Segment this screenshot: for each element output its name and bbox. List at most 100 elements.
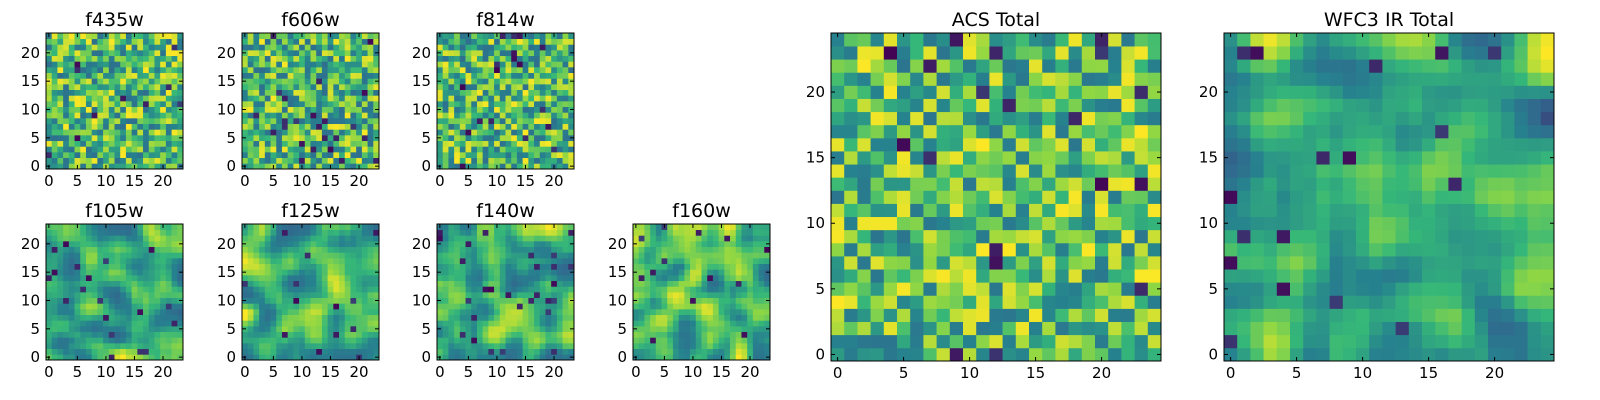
heatmap-cell: [120, 112, 127, 119]
heatmap-cell: [1527, 347, 1542, 362]
heatmap-cell: [46, 263, 53, 270]
heatmap-cell: [551, 95, 558, 102]
heatmap-cell: [448, 263, 455, 270]
heatmap-cell: [528, 95, 535, 102]
heatmap-cell: [655, 337, 662, 344]
heatmap-cell: [281, 286, 289, 293]
heatmap-cell: [556, 337, 563, 344]
heatmap-cell: [148, 246, 155, 253]
heatmap-cell: [171, 343, 178, 350]
heatmap-cell: [556, 246, 563, 253]
heatmap-cell: [488, 67, 495, 74]
heatmap-cell: [143, 67, 150, 74]
heatmap-cell: [171, 354, 178, 361]
heatmap-cell: [125, 331, 132, 338]
heatmap-cell: [270, 55, 277, 62]
heatmap-cell: [63, 297, 70, 304]
heatmap-cell: [281, 101, 289, 108]
heatmap-cell: [125, 44, 132, 51]
heatmap-cell: [91, 38, 98, 45]
heatmap-cell: [707, 309, 714, 316]
heatmap-cell: [103, 269, 110, 276]
heatmap-cell: [545, 84, 552, 91]
heatmap-cell: [356, 140, 363, 147]
heatmap-cell: [1002, 347, 1017, 362]
heatmap-cell: [120, 224, 127, 231]
heatmap-cell: [339, 157, 346, 164]
heatmap-cell: [499, 314, 506, 321]
heatmap-cell: [160, 106, 167, 113]
heatmap-cell: [482, 123, 489, 130]
heatmap-cell: [293, 95, 300, 102]
heatmap-cell: [143, 280, 150, 287]
heatmap-cell: [131, 50, 138, 57]
heatmap-cell: [165, 152, 172, 159]
heatmap-cell: [46, 252, 53, 259]
heatmap-cell: [131, 229, 138, 236]
heatmap-cell: [476, 84, 484, 91]
heatmap-cell: [114, 331, 121, 338]
heatmap-cell: [367, 50, 374, 57]
heatmap-cell: [516, 112, 523, 119]
heatmap-cell: [333, 50, 340, 57]
heatmap-cell: [63, 95, 70, 102]
heatmap-cell: [367, 314, 374, 321]
heatmap-cell: [633, 275, 640, 282]
heatmap-cell: [522, 140, 529, 147]
heatmap-cell: [361, 326, 368, 333]
heatmap-cell: [264, 55, 271, 62]
heatmap-cell: [1422, 347, 1436, 362]
heatmap-cell: [650, 320, 657, 327]
heatmap-cell: [459, 140, 466, 147]
heatmap-cell: [85, 55, 93, 62]
heatmap-cell: [707, 269, 714, 276]
heatmap-cell: [120, 140, 127, 147]
heatmap-cell: [80, 89, 87, 96]
heatmap-cell: [310, 309, 317, 316]
heatmap-cell: [51, 61, 58, 68]
heatmap-cell: [522, 297, 529, 304]
heatmap-cell: [695, 348, 702, 355]
heatmap-cell: [499, 246, 506, 253]
heatmap-cell: [545, 269, 552, 276]
heatmap-cell: [465, 61, 472, 68]
heatmap-cell: [1029, 46, 1043, 60]
heatmap-cell: [522, 275, 529, 282]
heatmap-cell: [857, 98, 871, 113]
heatmap-cell: [870, 216, 885, 231]
heatmap-cell: [304, 33, 311, 40]
heatmap-cell: [281, 44, 289, 51]
heatmap-cell: [638, 343, 645, 350]
heatmap-cell: [963, 282, 977, 296]
heatmap-cell: [1237, 347, 1251, 362]
heatmap-cell: [454, 163, 461, 170]
heatmap-cell: [644, 280, 651, 287]
heatmap-cell: [505, 129, 512, 136]
heatmap-cell: [936, 72, 951, 86]
heatmap-cell: [437, 258, 444, 265]
heatmap-cell: [551, 229, 558, 236]
heatmap-cell: [476, 95, 484, 102]
heatmap-cell: [690, 252, 697, 259]
heatmap-cell: [287, 84, 294, 91]
heatmap-cell: [97, 252, 104, 259]
heatmap-cell: [91, 246, 98, 253]
heatmap-cell: [528, 241, 535, 248]
heatmap-cell: [1095, 334, 1109, 349]
heatmap-cell: [1356, 334, 1370, 349]
heatmap-cell: [1002, 334, 1017, 349]
heatmap-cell: [148, 224, 155, 231]
heatmap-cell: [281, 50, 289, 57]
heatmap-cell: [1134, 282, 1149, 296]
heatmap-cell: [539, 263, 546, 270]
heatmap-cell: [304, 303, 311, 310]
heatmap-cell: [131, 84, 138, 91]
heatmap-cell: [712, 337, 719, 344]
heatmap-cell: [148, 140, 155, 147]
heatmap-cell: [281, 343, 289, 350]
heatmap-cell: [57, 118, 64, 125]
heatmap-cell: [545, 348, 552, 355]
heatmap-cell: [125, 129, 132, 136]
heatmap-cell: [638, 326, 645, 333]
heatmap-cell: [556, 269, 563, 276]
